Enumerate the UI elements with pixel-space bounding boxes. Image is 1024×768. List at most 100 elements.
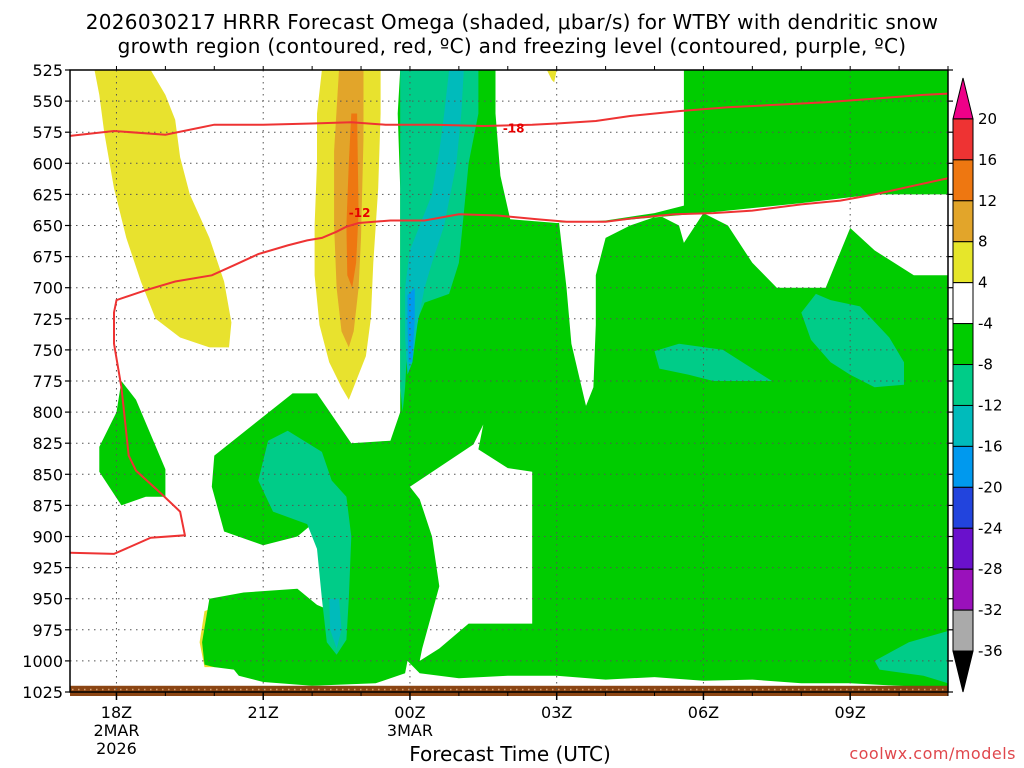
omega-region-5 (546, 70, 557, 83)
ground-dot (816, 688, 818, 691)
ground-dot (774, 688, 776, 691)
ground-dot (714, 688, 716, 691)
ground-dot (618, 688, 620, 691)
colorbar-label: -4 (978, 315, 993, 333)
y-tick-label: 825 (32, 434, 63, 453)
chart-title-line1: 2026030217 HRRR Forecast Omega (shaded, … (85, 10, 939, 34)
omega-region-3 (346, 113, 359, 288)
ground-dot (384, 688, 386, 691)
ground-dot (150, 688, 152, 691)
ground-dot (894, 688, 896, 691)
y-tick-label: 550 (32, 92, 63, 111)
colorbar-label: -20 (978, 478, 1003, 496)
ground-dot (114, 688, 116, 691)
y-tick-label: 800 (32, 403, 63, 422)
ground-dot (516, 688, 518, 691)
colorbar-label: -36 (978, 642, 1003, 660)
ground-dot (846, 688, 848, 691)
ground-dot (912, 688, 914, 691)
ground-dot (108, 688, 110, 691)
ground-dot (630, 688, 632, 691)
ground-dot (222, 688, 224, 691)
ground-dot (168, 688, 170, 691)
y-tick-label: 975 (32, 621, 63, 640)
x-tick-label: 21Z (248, 703, 279, 722)
colorbar-box (952, 118, 974, 161)
ground-dot (588, 688, 590, 691)
omega-region-10 (400, 70, 479, 413)
colorbar-label: -24 (978, 519, 1003, 537)
omega-region-11 (405, 70, 464, 375)
contour-label: -12 (349, 206, 371, 220)
ground-dot (918, 688, 920, 691)
y-tick-label: 1000 (22, 652, 63, 671)
colorbar-box (952, 364, 974, 406)
ground-dot (768, 688, 770, 691)
ground-dot (348, 688, 350, 691)
ground-dot (480, 688, 482, 691)
ground-dot (102, 688, 104, 691)
ground-dot (330, 688, 332, 691)
ground-dot (540, 688, 542, 691)
ground-dot (612, 688, 614, 691)
colorbar-box (952, 241, 974, 284)
ground-dot (888, 688, 890, 691)
y-tick-label: 900 (32, 528, 63, 547)
omega-region-14 (329, 598, 342, 649)
ground-dot (228, 688, 230, 691)
ground-dot (144, 688, 146, 691)
ground-dot (570, 688, 572, 691)
ground-dot (864, 688, 866, 691)
ground-dot (522, 688, 524, 691)
ground-dot (654, 688, 656, 691)
colorbar-label: -32 (978, 601, 1003, 619)
ground-dot (708, 688, 710, 691)
ground-dot (720, 688, 722, 691)
ground-dot (432, 688, 434, 691)
ground-dot (216, 688, 218, 691)
ground-dot (504, 688, 506, 691)
x-tick-sublabel: 3MAR (387, 721, 433, 740)
y-tick-label: 600 (32, 154, 63, 173)
colorbar-label: 12 (978, 192, 997, 210)
y-tick-label: 575 (32, 123, 63, 142)
ground-dot (420, 688, 422, 691)
ground-dot (246, 688, 248, 691)
ground-dot (834, 688, 836, 691)
ground-dot (162, 688, 164, 691)
ground-dot (624, 688, 626, 691)
y-tick-label: 750 (32, 341, 63, 360)
ground-dot (582, 688, 584, 691)
ground-dot (576, 688, 578, 691)
contour-line-0 (70, 92, 948, 137)
x-tick-label: 06Z (688, 703, 719, 722)
ground-dot (372, 688, 374, 691)
ground-dot (72, 688, 74, 691)
axes: 525 550 575 600 625 650 675 700 725 750 775 800 825 8… (22, 61, 953, 758)
ground-dot (906, 688, 908, 691)
ground-dot (492, 688, 494, 691)
ground-dot (264, 688, 266, 691)
colorbar-box (952, 609, 974, 652)
colorbar-box (952, 159, 974, 202)
ground-dot (684, 688, 686, 691)
y-tick-label: 625 (32, 185, 63, 204)
ground-dot (354, 688, 356, 691)
omega-region-7 (202, 70, 948, 689)
ground-dot (546, 688, 548, 691)
ground-dot (324, 688, 326, 691)
temperature-contours: -18 -12 (70, 92, 948, 555)
ground-dot (756, 688, 758, 691)
contour-label: -18 (503, 121, 525, 135)
omega-region-9 (559, 194, 948, 406)
ground-dot (204, 688, 206, 691)
y-tick-label: 775 (32, 372, 63, 391)
ground-dot (438, 688, 440, 691)
y-tick-label: 700 (32, 279, 63, 298)
ground-dot (564, 688, 566, 691)
ground-dot (702, 688, 704, 691)
omega-region-8 (409, 424, 533, 661)
colorbar-box (952, 200, 974, 243)
ground-dot (558, 688, 560, 691)
